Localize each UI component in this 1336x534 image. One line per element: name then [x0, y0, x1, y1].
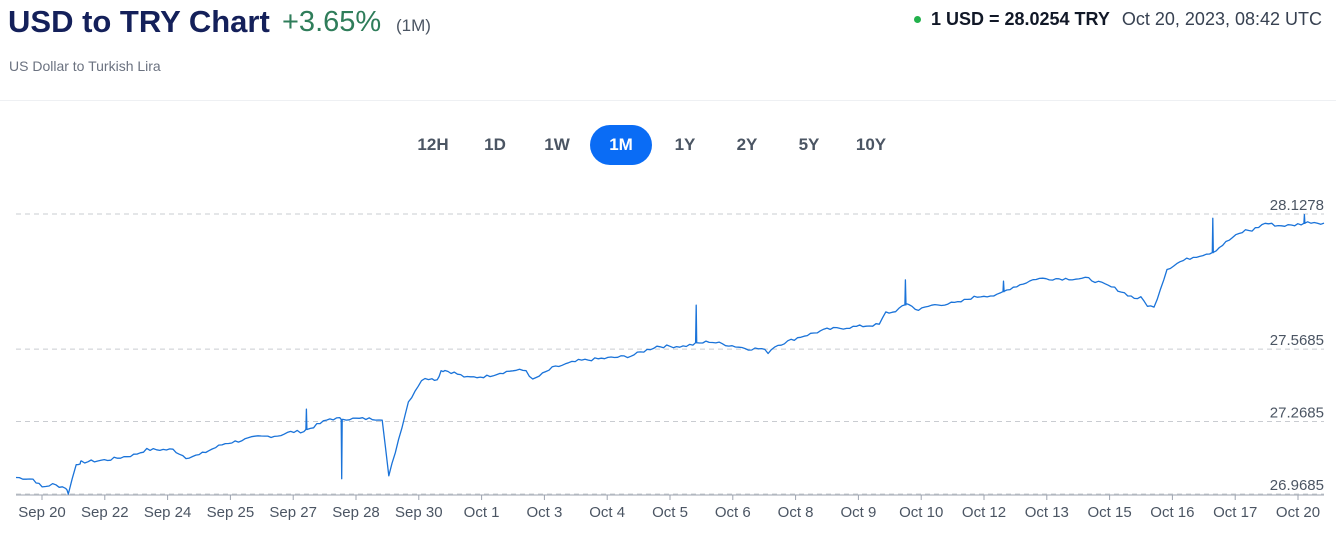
x-tick-label: Sep 30 — [395, 504, 443, 521]
y-tick-label: 28.1278 — [1270, 197, 1324, 214]
tab-2y[interactable]: 2Y — [736, 135, 758, 154]
rate-value: 1 USD = 28.0254 TRY — [930, 9, 1110, 29]
y-tick-label: 26.9685 — [1270, 477, 1324, 494]
x-tick-label: Oct 13 — [1025, 504, 1069, 521]
x-tick-label: Oct 17 — [1213, 504, 1257, 521]
x-tick-label: Sep 24 — [144, 504, 192, 521]
x-tick-label: Sep 25 — [207, 504, 255, 521]
range-tabs: 12H 1D 1W 1M 1Y 2Y 5Y 10Y — [404, 125, 900, 165]
x-tick-label: Sep 28 — [332, 504, 380, 521]
x-tick-label: Oct 9 — [840, 504, 876, 521]
x-tick-label: Sep 22 — [81, 504, 129, 521]
tab-10y[interactable]: 10Y — [855, 135, 887, 154]
x-tick-label: Oct 6 — [715, 504, 751, 521]
x-tick-label: Oct 12 — [962, 504, 1006, 521]
tab-12h[interactable]: 12H — [417, 135, 449, 154]
x-tick-label: Oct 15 — [1088, 504, 1132, 521]
x-tick-label: Oct 16 — [1150, 504, 1194, 521]
x-tick-label: Oct 8 — [778, 504, 814, 521]
page-title: USD to TRY Chart — [8, 4, 270, 39]
x-tick-label: Oct 10 — [899, 504, 943, 521]
live-dot-icon — [913, 16, 921, 23]
x-tick-label: Oct 20 — [1276, 504, 1320, 521]
x-tick-label: Oct 3 — [526, 504, 562, 521]
change-period: (1M) — [396, 16, 431, 35]
x-tick-label: Oct 1 — [464, 504, 500, 521]
x-tick-label: Oct 4 — [589, 504, 625, 521]
live-rate: 1 USD = 28.0254 TRY Oct 20, 2023, 08:42 … — [913, 9, 1322, 30]
x-tick-label: Oct 5 — [652, 504, 688, 521]
percent-change: +3.65% — [282, 6, 382, 38]
y-tick-label: 27.5685 — [1270, 332, 1324, 349]
x-tick-label: Sep 20 — [18, 504, 66, 521]
tab-5y[interactable]: 5Y — [798, 135, 820, 154]
tab-1d[interactable]: 1D — [484, 135, 506, 154]
tab-1y[interactable]: 1Y — [674, 135, 696, 154]
y-tick-label: 27.2685 — [1270, 405, 1324, 422]
rate-timestamp: Oct 20, 2023, 08:42 UTC — [1121, 9, 1322, 29]
tab-1m[interactable]: 1M — [590, 125, 652, 165]
price-line — [15, 214, 1325, 495]
x-tick-label: Sep 27 — [269, 504, 317, 521]
pair-subtitle: US Dollar to Turkish Lira — [9, 58, 161, 74]
chart-header: USD to TRY Chart +3.65% (1M) US Dollar t… — [0, 0, 1336, 101]
tab-1w[interactable]: 1W — [544, 135, 570, 154]
